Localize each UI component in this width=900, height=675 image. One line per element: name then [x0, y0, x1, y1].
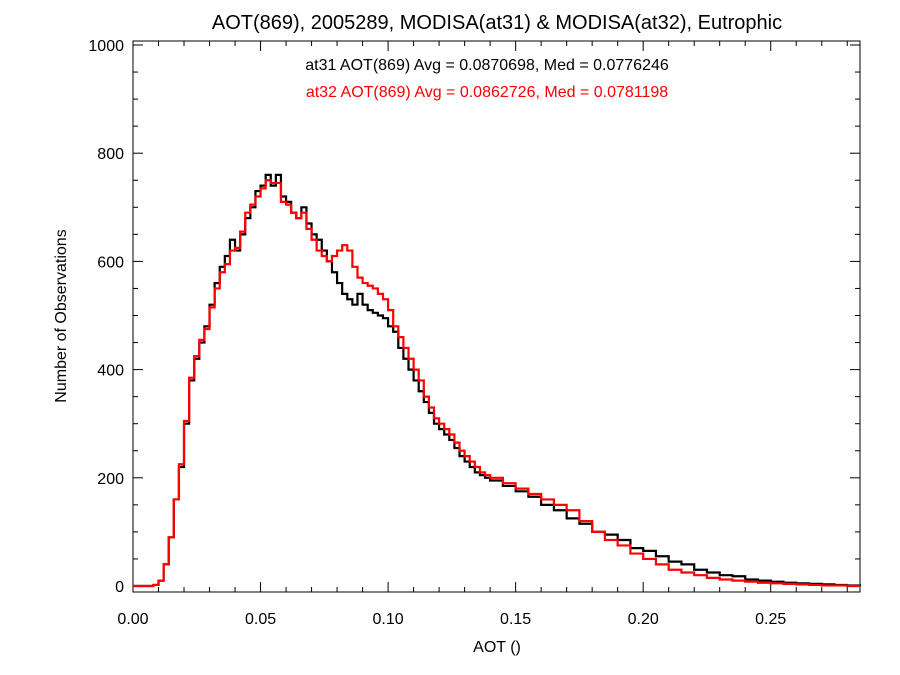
- y-axis-title: Number of Observations: [53, 229, 70, 402]
- x-tick-label: 0.20: [628, 611, 659, 628]
- series-at32-line: [133, 179, 860, 588]
- x-tick-label: 0.00: [117, 611, 148, 628]
- x-axis-title: AOT (): [473, 639, 521, 656]
- y-tick-label: 200: [97, 471, 124, 488]
- x-tick-label: 0.15: [500, 611, 531, 628]
- y-tick-label: 1000: [88, 38, 124, 55]
- series-layer: [133, 173, 862, 588]
- y-tick-label: 400: [97, 363, 124, 380]
- stats-annotation-at31: at31 AOT(869) Avg = 0.0870698, Med = 0.0…: [305, 57, 669, 74]
- x-tick-label: 0.10: [373, 611, 404, 628]
- chart-title: AOT(869), 2005289, MODISA(at31) & MODISA…: [212, 12, 782, 34]
- axis-ticks: 0.00 0.05 0.10 0.15 0.20 0.25 0 200 400 600 800 100…: [88, 38, 860, 628]
- y-tick-label: 600: [97, 254, 124, 271]
- y-tick-label: 0: [115, 579, 124, 596]
- x-tick-label: 0.05: [245, 611, 276, 628]
- stats-annotation-at32: at32 AOT(869) Avg = 0.0862726, Med = 0.0…: [306, 84, 668, 101]
- series-at31-line: [133, 173, 862, 588]
- x-tick-label: 0.25: [755, 611, 786, 628]
- plot-frame: [132, 40, 861, 593]
- y-tick-label: 800: [97, 146, 124, 163]
